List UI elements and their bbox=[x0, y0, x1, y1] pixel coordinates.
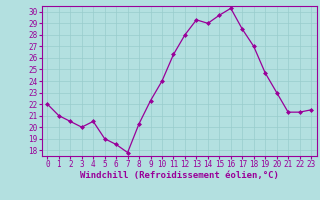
X-axis label: Windchill (Refroidissement éolien,°C): Windchill (Refroidissement éolien,°C) bbox=[80, 171, 279, 180]
